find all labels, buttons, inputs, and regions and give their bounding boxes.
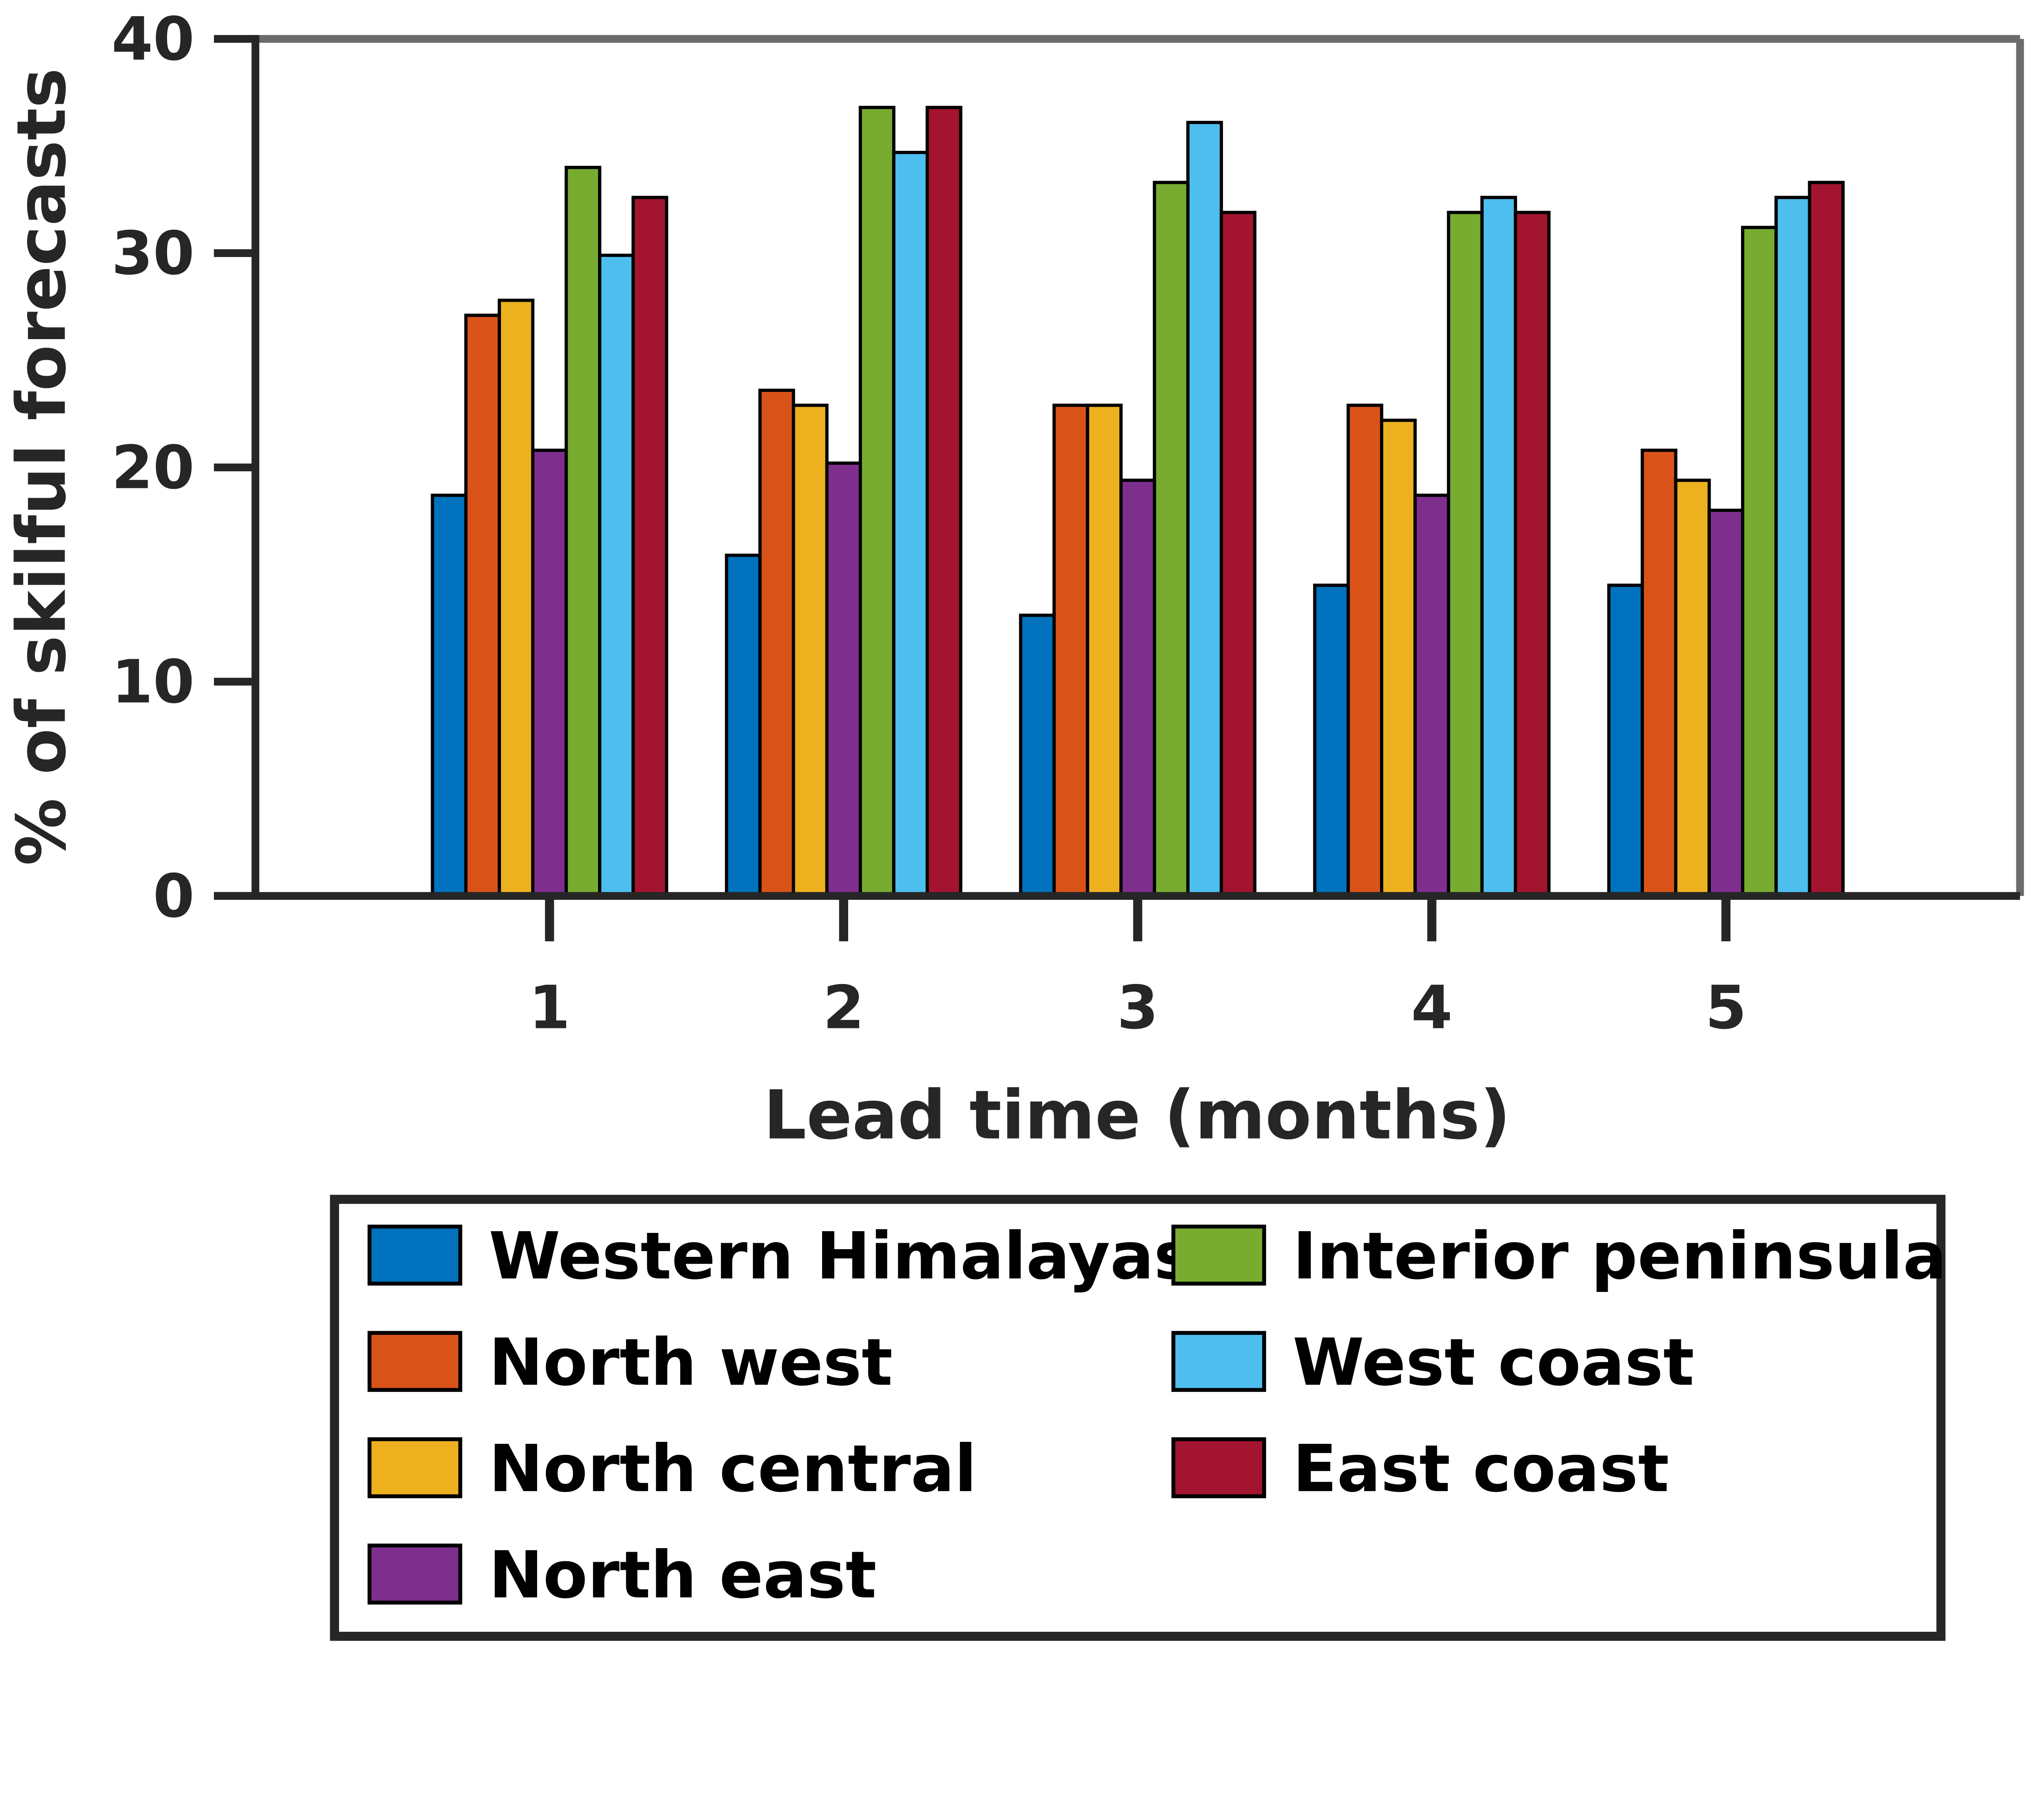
bar <box>1019 614 1056 898</box>
bar <box>1641 448 1678 898</box>
ticks-layer: 1 2 3 4 5 0 10 20 30 40 <box>111 4 1747 1043</box>
bar <box>925 106 962 898</box>
y-tick-label: 20 <box>111 433 194 503</box>
bar <box>858 106 896 898</box>
legend-label: West coast <box>1293 1325 1694 1400</box>
bar <box>825 462 862 898</box>
bar <box>1119 479 1156 898</box>
legend-swatch <box>368 1331 462 1392</box>
y-axis-label: % of skilful forecasts <box>2 68 81 866</box>
bar-chart: 1 2 3 4 5 0 10 20 30 40 Lead time (months) % of s… <box>2 4 2024 1641</box>
legend-swatch <box>1171 1331 1266 1392</box>
x-tick-label: 4 <box>1411 973 1452 1043</box>
bar <box>1514 211 1551 898</box>
legend-label: East coast <box>1293 1431 1669 1507</box>
bar <box>725 553 762 898</box>
bar <box>1413 494 1450 898</box>
y-tick-label: 40 <box>111 4 194 74</box>
legend: Western Himalayas North west North central… <box>330 1195 1947 1641</box>
bar <box>1346 403 1384 898</box>
y-tick-label: 30 <box>111 219 194 288</box>
bar <box>1607 583 1644 898</box>
bar <box>1808 181 1845 898</box>
bar <box>1086 403 1123 898</box>
bar <box>1774 196 1811 898</box>
bar <box>1447 211 1484 898</box>
bar <box>1186 121 1223 898</box>
legend-swatch <box>368 1224 462 1286</box>
bar <box>531 448 568 898</box>
x-tick-label: 5 <box>1705 973 1747 1043</box>
legend-label: Interior peninsula <box>1293 1218 1947 1294</box>
bar <box>1052 403 1089 898</box>
bar <box>431 494 468 898</box>
bar <box>631 196 668 898</box>
bar <box>564 165 601 898</box>
bar <box>1380 418 1417 898</box>
bar <box>1313 583 1350 898</box>
bar <box>1707 508 1744 898</box>
legend-swatch <box>368 1544 462 1605</box>
bar <box>1219 211 1257 898</box>
x-tick-label: 3 <box>1117 973 1158 1043</box>
x-axis-label: Lead time (months) <box>764 1076 1511 1155</box>
legend-label: Western Himalayas <box>489 1218 1193 1294</box>
bar <box>464 313 501 898</box>
bar <box>758 388 795 898</box>
legend-label: North east <box>489 1537 877 1613</box>
bar <box>1741 226 1778 898</box>
legend-swatch <box>1171 1224 1266 1286</box>
bar <box>1153 181 1190 898</box>
bar <box>892 150 929 898</box>
legend-box <box>330 1195 1946 1641</box>
legend-items: Western Himalayas North west North central… <box>368 1218 1947 1613</box>
legend-swatch <box>368 1437 462 1498</box>
x-tick-label: 1 <box>529 973 570 1043</box>
x-tick-label: 2 <box>823 973 864 1043</box>
bar <box>598 253 635 898</box>
bar <box>792 403 829 898</box>
legend-label: North west <box>489 1325 892 1400</box>
y-tick-label: 0 <box>153 861 194 931</box>
legend-swatch <box>1171 1437 1266 1498</box>
bar <box>498 298 535 898</box>
y-tick-label: 10 <box>111 647 194 717</box>
bar <box>1674 479 1711 898</box>
bar <box>1480 196 1517 898</box>
bars-layer <box>431 106 1845 898</box>
legend-label: North central <box>489 1431 977 1507</box>
